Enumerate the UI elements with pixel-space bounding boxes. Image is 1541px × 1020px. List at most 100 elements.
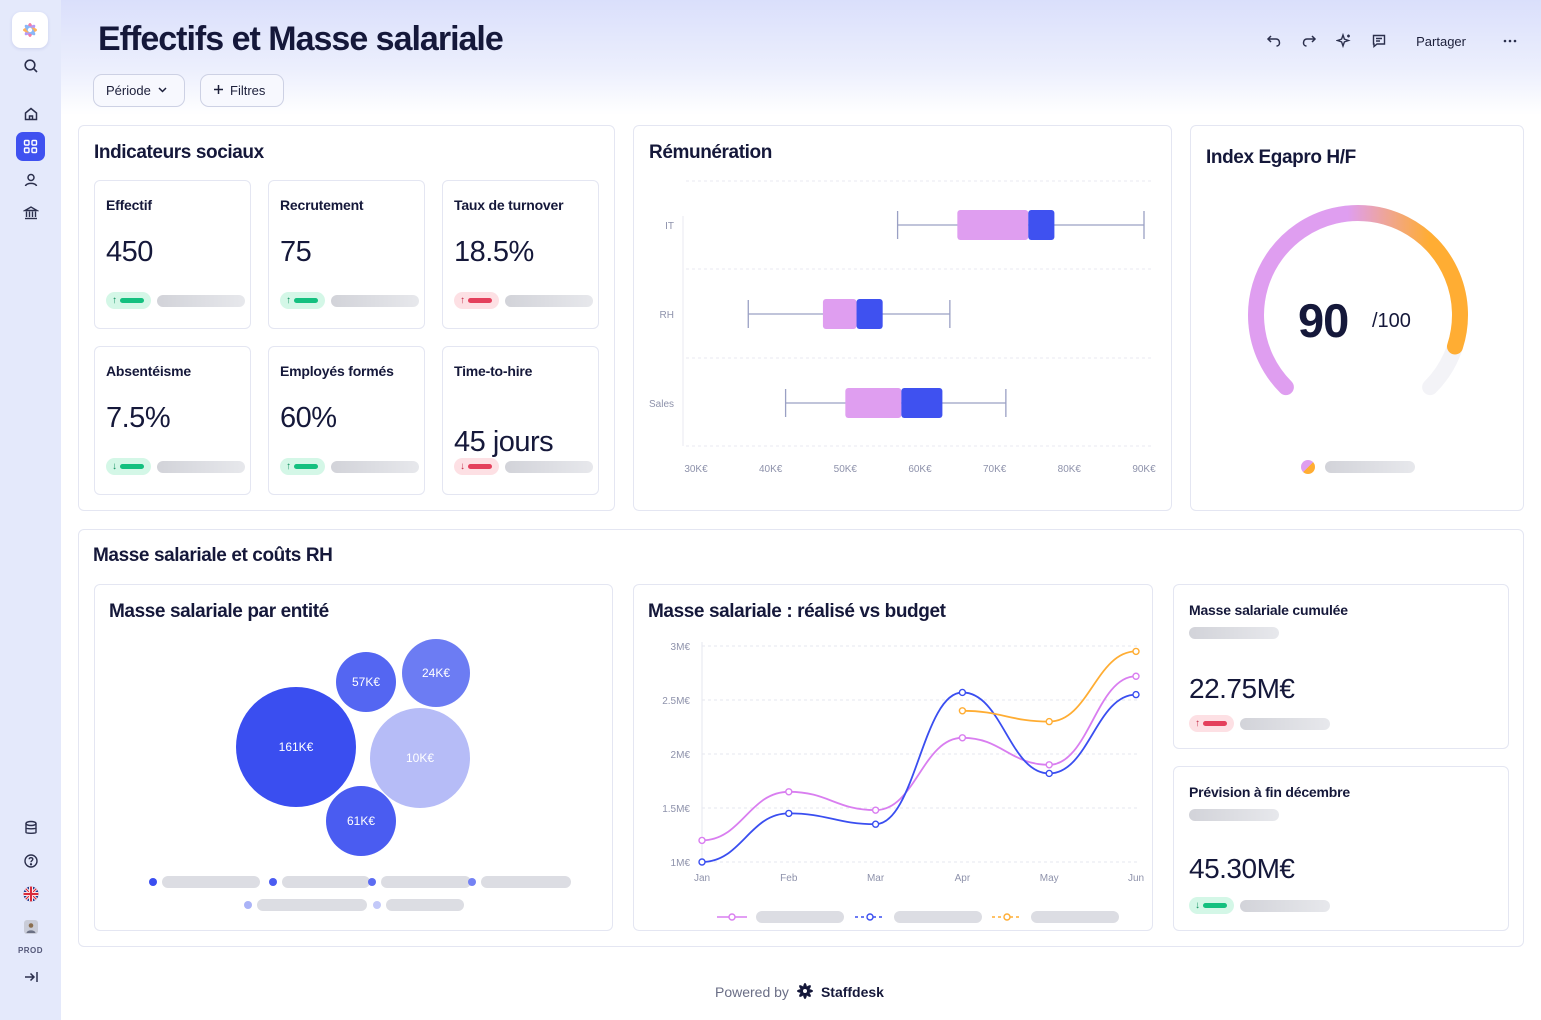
search-icon[interactable] — [16, 51, 45, 80]
kpi-card-recrutement[interactable]: Recrutement 75 ↑ — [268, 180, 425, 329]
add-filter-button[interactable]: Filtres — [200, 74, 284, 107]
bubble-chart-title: Masse salariale par entité — [109, 601, 329, 622]
avatar[interactable] — [16, 912, 45, 941]
legend-placeholder — [282, 876, 370, 888]
placeholder-bar — [1189, 627, 1279, 639]
legend-dot — [149, 878, 157, 886]
egapro-title: Index Egapro H/F — [1206, 147, 1356, 168]
kpi-card-effectif[interactable]: Effectif 450 ↑ — [94, 180, 251, 329]
kpi-value: 45 jours — [454, 426, 554, 458]
x-tick-label: 50K€ — [834, 464, 858, 475]
help-icon[interactable] — [16, 846, 45, 875]
legend-dot — [468, 878, 476, 886]
legend-dot — [368, 878, 376, 886]
kpi-value: 60% — [280, 402, 337, 434]
legend-placeholder — [162, 876, 260, 888]
egapro-gauge-chart — [1248, 205, 1468, 396]
y-tick-label: IT — [665, 221, 674, 232]
plus-icon — [213, 83, 224, 98]
trend-badge: ↓ — [106, 458, 151, 475]
environment-label: PROD — [17, 946, 44, 955]
kpi-card-time-to-hire[interactable]: Time-to-hire 45 jours ↓ — [442, 346, 599, 495]
share-button[interactable]: Partager — [1416, 33, 1466, 49]
comment-icon[interactable] — [1361, 28, 1396, 54]
undo-icon[interactable] — [1256, 28, 1291, 54]
placeholder-bar — [331, 461, 419, 473]
series-point — [1045, 717, 1053, 726]
collapse-icon[interactable] — [16, 962, 45, 991]
y-tick-label: 2M€ — [671, 750, 691, 761]
kpi-value: 450 — [106, 236, 153, 268]
legend-placeholder — [894, 911, 982, 923]
series-point — [871, 820, 880, 828]
forecast-card[interactable]: Prévision à fin décembre 45.30M€ ↓ — [1173, 766, 1509, 931]
series-point — [1045, 761, 1053, 769]
kpi-card-turnover[interactable]: Taux de turnover 18.5% ↑ — [442, 180, 599, 329]
x-tick-label: 90K€ — [1132, 464, 1156, 475]
series-point — [698, 836, 706, 845]
legend-placeholder — [386, 899, 464, 911]
kpi-label: Employés formés — [280, 363, 394, 379]
y-tick-label: 2.5M€ — [662, 696, 690, 707]
series-point — [958, 707, 967, 715]
trend-up-badge: ↑ — [106, 292, 151, 309]
placeholder-bar — [1325, 461, 1415, 473]
bubble — [402, 639, 470, 707]
y-tick-label: Sales — [649, 399, 674, 410]
placeholder-bar — [505, 461, 593, 473]
legend-marker — [1003, 913, 1011, 921]
series-point — [958, 734, 967, 742]
sparkle-icon[interactable] — [1326, 28, 1361, 54]
kpi-label: Effectif — [106, 197, 152, 213]
forecast-value: 45.30M€ — [1189, 853, 1295, 884]
legend-marker — [866, 913, 874, 921]
kpi-card-employes-formes[interactable]: Employés formés 60% ↑ — [268, 346, 425, 495]
arrow-down-icon: ↓ — [1195, 899, 1200, 911]
series-point — [1045, 769, 1053, 778]
line-chart-panel: Masse salariale : réalisé vs budget 1M€ 1… — [633, 584, 1153, 931]
legend-dot — [244, 901, 252, 909]
legend-placeholder — [481, 876, 571, 888]
bubble-label: 61K€ — [347, 814, 375, 828]
kpi-value: 7.5% — [106, 402, 171, 434]
kpi-label: Time-to-hire — [454, 363, 533, 379]
database-icon[interactable] — [16, 813, 45, 842]
user-icon[interactable] — [16, 165, 45, 194]
y-tick-label: 1M€ — [671, 858, 691, 869]
egapro-panel: Index Egapro H/F 90 /100 — [1190, 125, 1524, 511]
legend-placeholder — [257, 899, 367, 911]
arrow-up-icon: ↑ — [112, 294, 117, 306]
x-tick-label: Apr — [955, 873, 971, 884]
trend-up-badge: ↑ — [280, 458, 325, 475]
redo-icon[interactable] — [1291, 28, 1326, 54]
legend-dot — [373, 901, 381, 909]
trend-down-badge: ↓ — [454, 458, 499, 475]
uk-flag-icon[interactable] — [16, 879, 45, 908]
x-tick-label: May — [1040, 873, 1059, 884]
period-label: Période — [106, 83, 151, 98]
cumulative-value: 22.75M€ — [1189, 673, 1295, 704]
social-indicators-title: Indicateurs sociaux — [94, 142, 264, 163]
legend-marker — [728, 913, 736, 921]
series-point — [1132, 647, 1140, 656]
arrow-down-icon: ↓ — [460, 460, 465, 472]
more-icon[interactable] — [1492, 28, 1527, 54]
filters-label: Filtres — [230, 83, 266, 98]
series-point — [785, 809, 793, 818]
dashboard-icon[interactable] — [16, 132, 45, 161]
arrow-up-icon: ↑ — [460, 294, 465, 306]
arrow-down-icon: ↓ — [112, 460, 117, 472]
bubble — [236, 687, 356, 807]
bank-icon[interactable] — [16, 198, 45, 227]
series-point — [871, 806, 880, 814]
bubble — [326, 786, 396, 856]
cumulative-payroll-card[interactable]: Masse salariale cumulée 22.75M€ ↑ — [1173, 584, 1509, 749]
placeholder-bar — [1240, 718, 1330, 730]
home-icon[interactable] — [16, 99, 45, 128]
legend-dot — [1301, 460, 1315, 474]
trend-down-badge: ↑ — [454, 292, 499, 309]
logo-icon[interactable] — [12, 12, 48, 48]
period-filter-button[interactable]: Période — [93, 74, 185, 107]
page-title: Effectifs et Masse salariale — [98, 20, 504, 58]
kpi-card-absenteisme[interactable]: Absentéisme 7.5% ↓ — [94, 346, 251, 495]
